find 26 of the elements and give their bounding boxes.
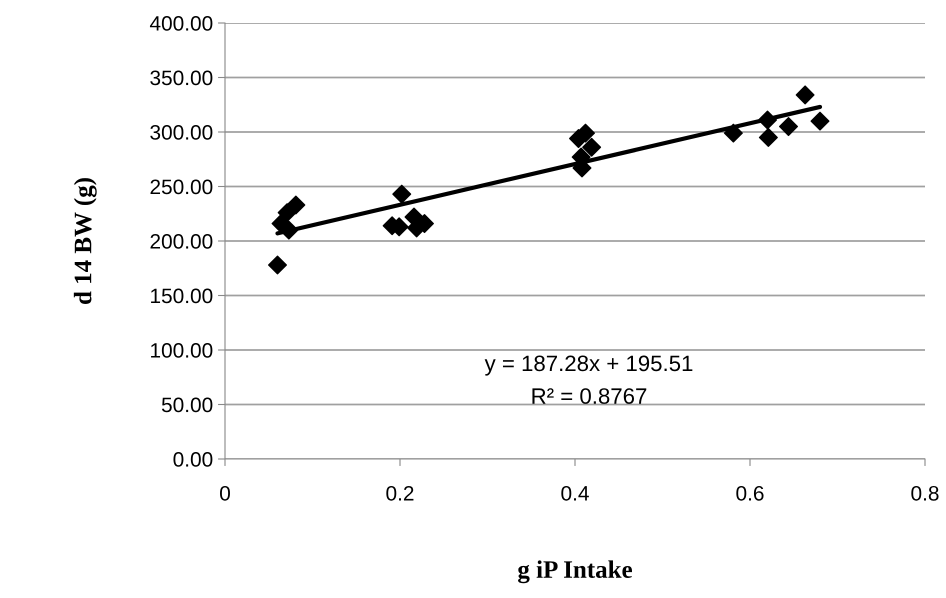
point — [268, 256, 287, 274]
y-tick-label: 200.00 — [150, 234, 212, 249]
x-tick-label: 0.8 — [911, 486, 939, 501]
point — [582, 138, 602, 157]
y-tick-label: 250.00 — [150, 180, 212, 194]
y-axis-title: d 14 BW (g) — [74, 178, 97, 304]
point — [796, 85, 815, 104]
point — [392, 184, 412, 204]
x-tick-label: 0.2 — [386, 486, 414, 501]
x-tick-label: 0.4 — [561, 486, 589, 501]
y-tick-label: 50.00 — [162, 398, 212, 412]
x-tick-label: 0.6 — [736, 486, 764, 501]
point — [758, 128, 778, 147]
y-tick-label: 0.00 — [173, 452, 212, 467]
annotation: y = 187.28x + 195.51 — [484, 355, 692, 376]
annotation: R² = 0.8767 — [532, 388, 646, 404]
y-tick-label: 150.00 — [151, 288, 212, 304]
x-tick-label: 0 — [220, 486, 230, 501]
y-tick-label: 350.00 — [150, 70, 212, 86]
point — [810, 112, 830, 131]
y-tick-label: 100.00 — [151, 343, 212, 358]
y-tick-label: 300.00 — [150, 125, 212, 140]
x-axis-title: g iP Intake — [518, 560, 632, 584]
y-tick-label: 400.00 — [150, 16, 212, 31]
point — [779, 117, 798, 136]
point — [278, 203, 297, 222]
